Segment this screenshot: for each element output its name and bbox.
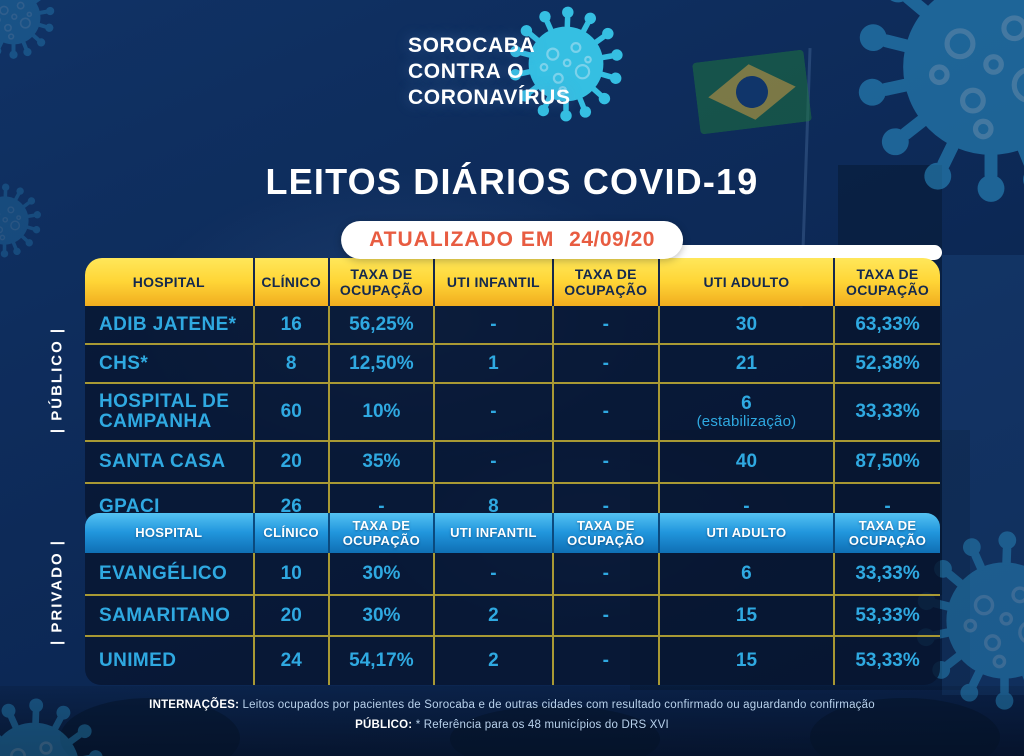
private-table-header-row: HOSPITAL CLÍNICO TAXA DE OCUPAÇÃO UTI INFAN…	[85, 513, 940, 553]
taxa-ocupacao-cell: 87,50%	[833, 440, 940, 482]
table-row: SANTA CASA 20 35% - -40 87,50%	[85, 440, 940, 482]
uti-adulto-cell: 40	[657, 440, 834, 482]
uti-adulto-cell: 6 (estabilização)	[657, 382, 834, 440]
taxa-ocupacao-cell: -	[551, 306, 658, 343]
taxa-ocupacao-cell: 56,25%	[327, 306, 433, 343]
clinico-cell: 60	[252, 382, 328, 440]
footer-label: INTERNAÇÕES:	[149, 699, 240, 711]
column-header: CLÍNICO	[252, 513, 328, 553]
taxa-ocupacao-cell: 30%	[327, 594, 433, 635]
uti-adulto-cell: 15	[657, 635, 834, 685]
taxa-ocupacao-cell: 12,50%	[327, 343, 433, 382]
clinico-cell: 16	[252, 306, 328, 343]
public-table-header-row: HOSPITAL CLÍNICO TAXA DE OCUPAÇÃO UTI INFAN…	[85, 258, 940, 306]
table-row: CHS* 8 12,50% 1-21 52,38%	[85, 343, 940, 382]
footer-line-internacoes: INTERNAÇÕES: Leitos ocupados por pacient…	[0, 695, 1024, 715]
public-side-label: | PÚBLICO |	[48, 326, 66, 434]
taxa-ocupacao-cell: -	[551, 594, 658, 635]
column-header: UTI ADULTO	[657, 258, 834, 306]
taxa-ocupacao-cell: 53,33%	[833, 635, 940, 685]
footer-notes: INTERNAÇÕES: Leitos ocupados por pacient…	[0, 695, 1024, 735]
hospital-name-cell: CHS*	[85, 343, 253, 382]
taxa-ocupacao-cell: -	[551, 382, 658, 440]
taxa-ocupacao-cell: 33,33%	[833, 553, 940, 594]
taxa-ocupacao-cell: 54,17%	[327, 635, 433, 685]
private-hospitals-table: HOSPITAL CLÍNICO TAXA DE OCUPAÇÃO UTI INFAN…	[85, 513, 940, 685]
footer-label: PÚBLICO:	[355, 719, 413, 731]
taxa-ocupacao-cell: -	[551, 635, 658, 685]
page-title: LEITOS DIÁRIOS COVID-19	[265, 161, 759, 202]
taxa-ocupacao-cell: 53,33%	[833, 594, 940, 635]
column-header: TAXA DE OCUPAÇÃO	[551, 513, 658, 553]
uti-infantil-cell: -	[432, 553, 552, 594]
logo-line: CONTRA O	[408, 60, 525, 83]
uti-infantil-cell: -	[432, 440, 552, 482]
logo-line: SOROCABA	[408, 34, 536, 57]
column-header: UTI INFANTIL	[432, 513, 552, 553]
column-header: TAXA DE OCUPAÇÃO	[833, 513, 940, 553]
private-side-label: | PRIVADO |	[48, 539, 66, 645]
campaign-logo: SOROCABA CONTRA O CORONAVÍRUS	[408, 33, 571, 111]
taxa-ocupacao-cell: -	[551, 343, 658, 382]
taxa-ocupacao-cell: -	[551, 553, 658, 594]
column-header: TAXA DE OCUPAÇÃO	[551, 258, 658, 306]
taxa-ocupacao-cell: 10%	[327, 382, 433, 440]
public-hospitals-table: HOSPITAL CLÍNICO TAXA DE OCUPAÇÃO UTI INFAN…	[85, 258, 940, 529]
hospital-name-cell: SAMARITANO	[85, 594, 253, 635]
updated-badge: ATUALIZADO EM 24/09/20	[341, 221, 683, 259]
uti-infantil-cell: 2	[432, 635, 552, 685]
updated-date: 24/09/20	[569, 228, 655, 251]
column-header: HOSPITAL	[85, 258, 253, 306]
taxa-ocupacao-cell: 35%	[327, 440, 433, 482]
column-header: TAXA DE OCUPAÇÃO	[833, 258, 940, 306]
column-header: HOSPITAL	[85, 513, 253, 553]
tree-silhouette	[810, 698, 1000, 756]
taxa-ocupacao-cell: 33,33%	[833, 382, 940, 440]
uti-infantil-cell: 2	[432, 594, 552, 635]
table-row: EVANGÉLICO 10 30% - -6 33,33%	[85, 553, 940, 594]
clinico-cell: 20	[252, 440, 328, 482]
uti-adulto-cell: 21	[657, 343, 834, 382]
clinico-cell: 10	[252, 553, 328, 594]
uti-infantil-cell: -	[432, 382, 552, 440]
column-header: UTI ADULTO	[657, 513, 834, 553]
table-row: SAMARITANO 20 30% 2-15 53,33%	[85, 594, 940, 635]
footer-text: * Referência para os 48 municípios do DR…	[415, 719, 669, 731]
column-header: UTI INFANTIL	[432, 258, 552, 306]
footer-line-publico: PÚBLICO: * Referência para os 48 municíp…	[0, 715, 1024, 735]
taxa-ocupacao-cell: 30%	[327, 553, 433, 594]
updated-label: ATUALIZADO EM	[369, 228, 555, 251]
uti-adulto-cell: 6	[657, 553, 834, 594]
hospital-name-cell: SANTA CASA	[85, 440, 253, 482]
footer-text: Leitos ocupados por pacientes de Sorocab…	[242, 699, 875, 711]
table-row: ADIB JATENE* 16 56,25% - -30 63,33%	[85, 306, 940, 343]
column-header: CLÍNICO	[252, 258, 328, 306]
tree-silhouette	[450, 706, 660, 756]
hospital-name-cell: HOSPITAL DE CAMPANHA	[85, 382, 253, 440]
brazil-flag-icon	[692, 49, 812, 135]
logo-line: CORONAVÍRUS	[408, 86, 571, 109]
uti-infantil-cell: 1	[432, 343, 552, 382]
taxa-ocupacao-cell: 63,33%	[833, 306, 940, 343]
uti-infantil-cell: -	[432, 306, 552, 343]
taxa-ocupacao-cell: 52,38%	[833, 343, 940, 382]
column-header: TAXA DE OCUPAÇÃO	[327, 258, 433, 306]
decorative-strip	[660, 245, 942, 260]
column-header: TAXA DE OCUPAÇÃO	[327, 513, 433, 553]
uti-adulto-cell: 15	[657, 594, 834, 635]
clinico-cell: 24	[252, 635, 328, 685]
uti-adulto-cell: 30	[657, 306, 834, 343]
clinico-cell: 8	[252, 343, 328, 382]
clinico-cell: 20	[252, 594, 328, 635]
table-row: HOSPITAL DE CAMPANHA 60 10% - -6 (estabilizaç…	[85, 382, 940, 440]
hospital-name-cell: UNIMED	[85, 635, 253, 685]
table-row: UNIMED 24 54,17% 2-15 53,33%	[85, 635, 940, 685]
virus-icon	[0, 0, 61, 65]
hospital-name-cell: EVANGÉLICO	[85, 553, 253, 594]
taxa-ocupacao-cell: -	[551, 440, 658, 482]
hospital-name-cell: ADIB JATENE*	[85, 306, 253, 343]
